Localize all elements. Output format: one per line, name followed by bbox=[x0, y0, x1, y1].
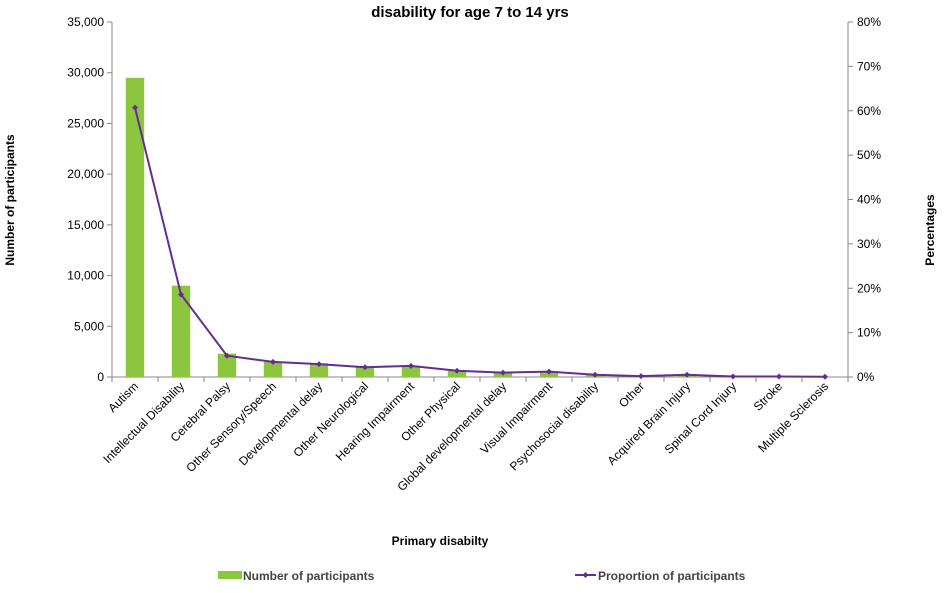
y-right-tick-label: 10% bbox=[857, 326, 881, 340]
y-tick-label: 25,000 bbox=[67, 116, 104, 130]
right-axis-ticks: 0% 10% 20% 30% 40% 50% 60% 70% 80% bbox=[848, 15, 881, 384]
line-point bbox=[638, 373, 644, 379]
y-right-tick-label: 30% bbox=[857, 237, 881, 251]
y-right-tick-label: 40% bbox=[857, 193, 881, 207]
legend-label-bar: Number of participants bbox=[243, 569, 375, 583]
x-tick-label: Intellectual Disability bbox=[100, 379, 187, 466]
line-point bbox=[776, 374, 782, 380]
y-tick-label: 30,000 bbox=[67, 66, 104, 80]
y-tick-label: 15,000 bbox=[67, 218, 104, 232]
y-tick-label: 35,000 bbox=[67, 15, 104, 29]
x-tick-label: Developmental delay bbox=[236, 379, 325, 468]
y-right-tick-label: 70% bbox=[857, 59, 881, 73]
legend: Number of participants Proportion of par… bbox=[218, 569, 746, 583]
x-tick-label: Stroke bbox=[751, 379, 786, 414]
y-right-tick-label: 50% bbox=[857, 148, 881, 162]
x-tick-label: Autism bbox=[105, 379, 141, 415]
y-right-tick-label: 20% bbox=[857, 281, 881, 295]
y-tick-label: 5,000 bbox=[74, 319, 104, 333]
left-axis-ticks: 0 5,000 10,000 15,000 20,000 25,000 30,000 35,0… bbox=[67, 15, 112, 384]
y-axis-title: Number of participants bbox=[3, 134, 17, 266]
bar bbox=[172, 286, 190, 377]
y-right-tick-label: 80% bbox=[857, 15, 881, 29]
chart-title: disability for age 7 to 14 yrs bbox=[371, 4, 569, 21]
x-tick-label: Hearing Impairment bbox=[333, 379, 418, 464]
legend-swatch-bar bbox=[218, 571, 242, 579]
y-right-tick-label: 60% bbox=[857, 104, 881, 118]
x-tick-label: Other bbox=[616, 379, 647, 410]
x-tick-label: Other Sensory/Speech bbox=[183, 379, 279, 475]
line-point bbox=[730, 374, 736, 380]
line-point bbox=[822, 374, 828, 380]
x-tick-label: Acquired Brain Injury bbox=[604, 379, 693, 468]
proportion-line-series bbox=[132, 105, 828, 380]
legend-label-line: Proportion of participants bbox=[598, 569, 746, 583]
y-axis-right-title: Percentages bbox=[923, 194, 937, 266]
bars bbox=[126, 78, 834, 377]
y-right-tick-label: 0% bbox=[857, 370, 875, 384]
x-tick-label: Psychosocial disability bbox=[507, 379, 601, 473]
y-tick-label: 0 bbox=[97, 370, 104, 384]
y-tick-label: 10,000 bbox=[67, 269, 104, 283]
x-axis-title: Primary disabilty bbox=[392, 534, 489, 548]
proportion-line bbox=[135, 108, 825, 377]
bar bbox=[126, 78, 144, 377]
y-tick-label: 20,000 bbox=[67, 167, 104, 181]
legend-swatch-marker bbox=[583, 572, 589, 578]
